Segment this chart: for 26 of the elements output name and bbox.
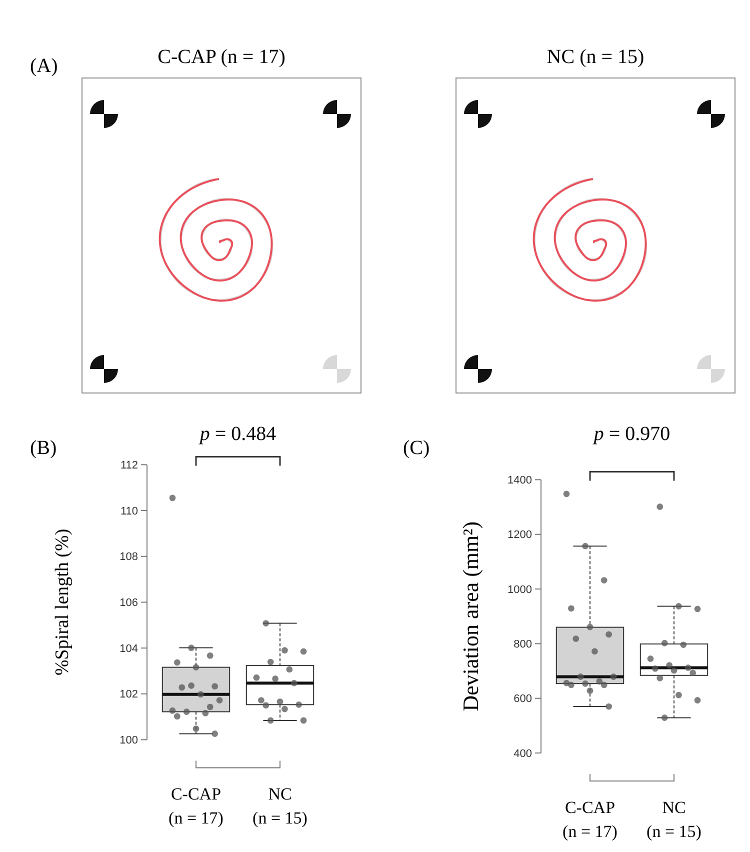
x-tick-label: C-CAP (n = 17) [168,784,224,828]
y-tick-label: 106 [120,597,138,610]
y-tick-label: 400 [514,748,532,760]
x-tick-label: C-CAP (n = 17) [562,798,618,841]
text: p = 0.970 [592,423,670,445]
text: (B) [30,437,57,459]
y-tick-label: 1200 [508,529,532,542]
y-tick-label: 110 [120,505,138,518]
text: p = 0.484 [198,423,276,445]
text: NC (n = 15) [546,46,644,68]
y-tick-label: 1400 [508,474,532,487]
text: C-CAP (n = 17) [158,46,286,68]
y-tick-label: 800 [514,638,532,651]
text: (A) [30,55,58,77]
y-tick-label: 100 [120,734,138,747]
y-tick-label: 102 [120,688,138,701]
x-tick-label: NC (n = 15) [252,784,308,828]
y-tick-label: 600 [514,693,532,706]
y-axis-title: Deviation area (mm²) [458,521,483,712]
x-tick-label: NC (n = 15) [646,798,702,841]
y-tick-label: 112 [120,460,138,472]
y-axis-title: %Spiral length (%) [52,528,73,676]
y-tick-label: 108 [120,551,138,564]
y-tick-label: 104 [120,642,138,655]
text: (C) [403,437,430,459]
y-tick-label: 1000 [508,584,532,596]
